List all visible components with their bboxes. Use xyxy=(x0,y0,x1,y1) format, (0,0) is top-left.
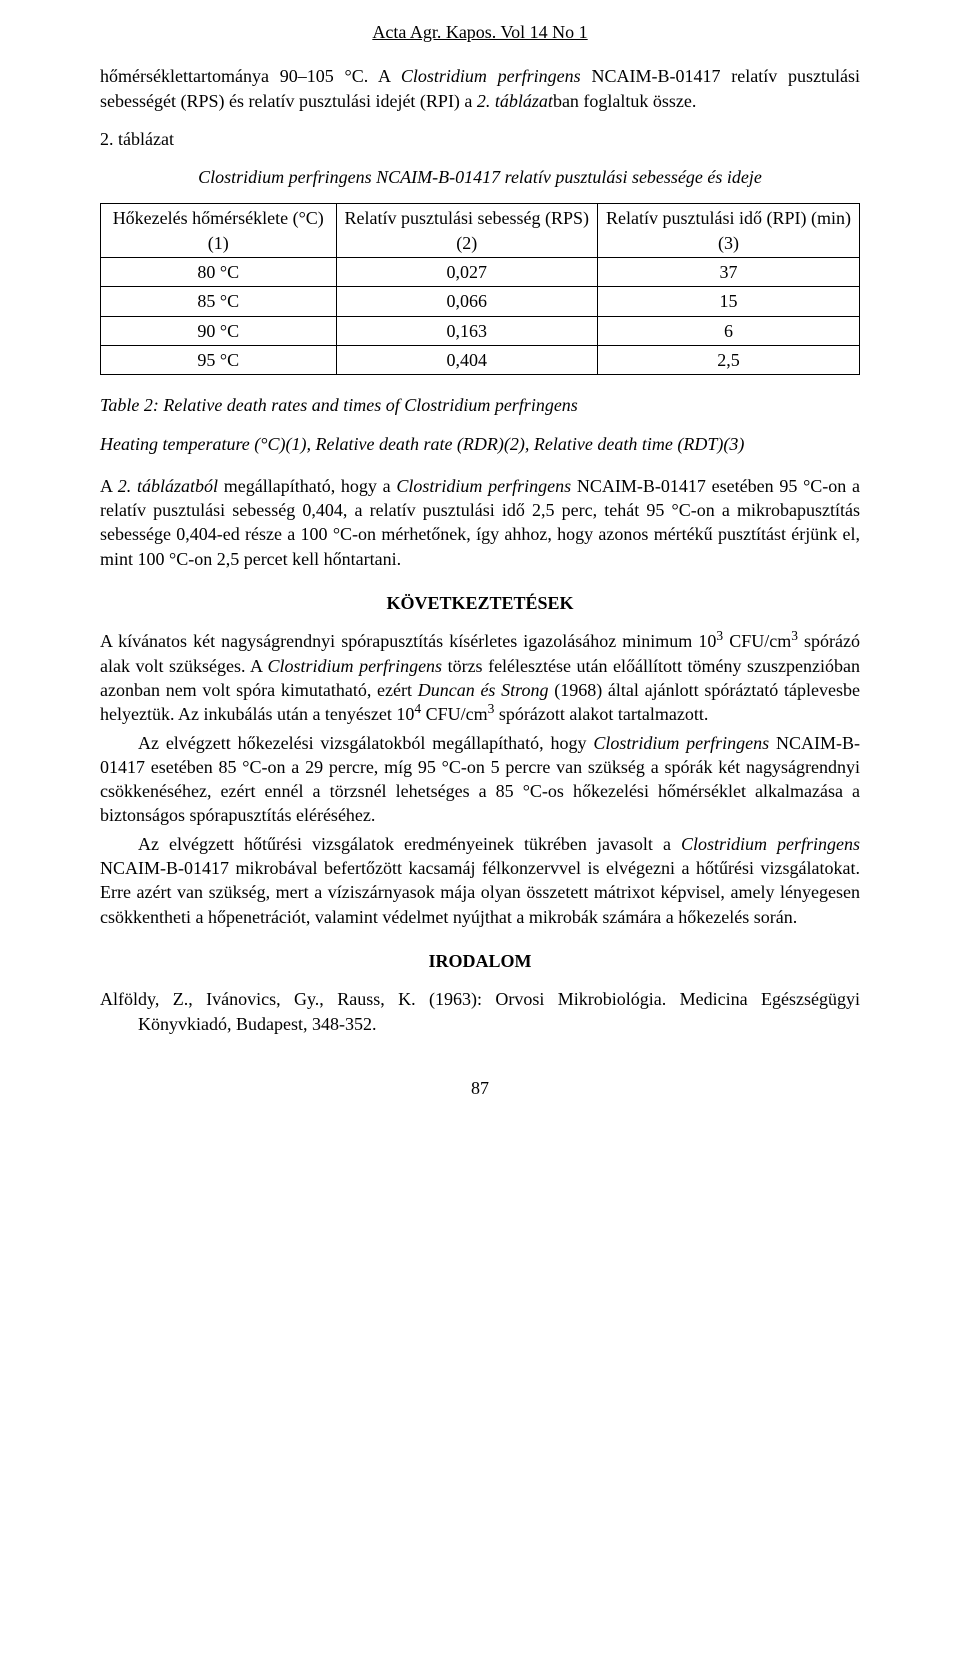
table-cell: 6 xyxy=(598,316,860,345)
conclusions-paragraph-2: Az elvégzett hőkezelési vizsgálatokból m… xyxy=(100,731,860,828)
table-cell: 85 °C xyxy=(101,287,337,316)
table-header-cell: Hőkezelés hőmérséklete (°C) (1) xyxy=(101,204,337,258)
table-cell: 90 °C xyxy=(101,316,337,345)
table-caption-english: Table 2: Relative death rates and times … xyxy=(100,393,860,417)
discussion-paragraph: A 2. táblázatból megállapítható, hogy a … xyxy=(100,474,860,571)
conclusions-paragraph-3: Az elvégzett hőtűrési vizsgálatok eredmé… xyxy=(100,832,860,929)
reference-entry: Alföldy, Z., Ivánovics, Gy., Rauss, K. (… xyxy=(100,987,860,1036)
journal-header: Acta Agr. Kapos. Vol 14 No 1 xyxy=(100,20,860,44)
table-row: 85 °C 0,066 15 xyxy=(101,287,860,316)
table-cell: 0,404 xyxy=(336,345,598,374)
table-header-cell: Relatív pusztulási sebesség (RPS) (2) xyxy=(336,204,598,258)
table-cell: 80 °C xyxy=(101,258,337,287)
table-number-label: 2. táblázat xyxy=(100,127,860,151)
table-cell: 2,5 xyxy=(598,345,860,374)
data-table: Hőkezelés hőmérséklete (°C) (1) Relatív … xyxy=(100,203,860,375)
table-title: Clostridium perfringens NCAIM-B-01417 re… xyxy=(100,165,860,189)
conclusions-paragraph-1: A kívánatos két nagyságrendnyi spórapusz… xyxy=(100,629,860,726)
table-cell: 37 xyxy=(598,258,860,287)
section-heading-conclusions: KÖVETKEZTETÉSEK xyxy=(100,591,860,615)
table-header-cell: Relatív pusztulási idő (RPI) (min) (3) xyxy=(598,204,860,258)
table-row: 95 °C 0,404 2,5 xyxy=(101,345,860,374)
section-heading-references: IRODALOM xyxy=(100,949,860,973)
table-cell: 0,027 xyxy=(336,258,598,287)
page-number: 87 xyxy=(100,1076,860,1100)
table-cell: 95 °C xyxy=(101,345,337,374)
table-row: 80 °C 0,027 37 xyxy=(101,258,860,287)
table-cell: 0,066 xyxy=(336,287,598,316)
table-cell: 15 xyxy=(598,287,860,316)
intro-paragraph: hőmérséklettartománya 90–105 °C. A Clost… xyxy=(100,64,860,113)
table-header-row: Hőkezelés hőmérséklete (°C) (1) Relatív … xyxy=(101,204,860,258)
table-row: 90 °C 0,163 6 xyxy=(101,316,860,345)
table-cell: 0,163 xyxy=(336,316,598,345)
table-note-english: Heating temperature (°C)(1), Relative de… xyxy=(100,432,860,456)
